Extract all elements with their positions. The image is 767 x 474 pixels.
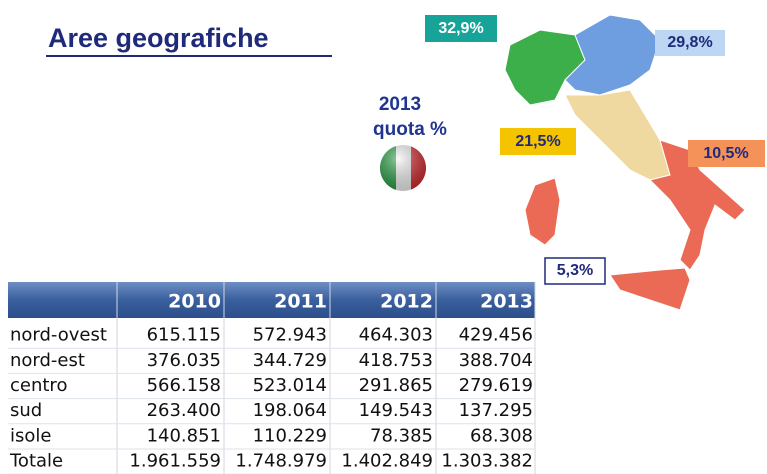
- region-sardegna: [524, 177, 561, 246]
- cell: 198.064: [253, 400, 327, 421]
- row-label: sud: [10, 400, 42, 421]
- table-header: [8, 282, 535, 318]
- cell: 429.456: [459, 325, 533, 346]
- label-box: [688, 140, 765, 167]
- cell: 615.115: [147, 325, 221, 346]
- cell: 68.308: [470, 425, 533, 446]
- cell: 279.619: [459, 375, 533, 396]
- cell: 291.865: [359, 375, 433, 396]
- column-header: 2011: [274, 291, 327, 313]
- map-label: 5,3%: [557, 262, 593, 279]
- cell: 418.753: [359, 350, 433, 371]
- subtitle-label: quota %: [373, 119, 447, 140]
- cell: 572.943: [253, 325, 327, 346]
- cell: 110.229: [253, 425, 327, 446]
- cell: 1.402.849: [341, 451, 433, 472]
- cell: 566.158: [147, 375, 221, 396]
- map-labels: 32,9% 29,8% 21,5% 10,5% 5,3%: [425, 15, 765, 285]
- map-label: 21,5%: [515, 133, 560, 150]
- region-sicilia: [609, 267, 691, 311]
- cell: 464.303: [359, 325, 433, 346]
- subtitle-year: 2013: [379, 94, 421, 115]
- cell: 523.014: [253, 375, 327, 396]
- cell: 376.035: [147, 350, 221, 371]
- italian-flag: [380, 145, 426, 191]
- row-label: nord-ovest: [10, 325, 107, 346]
- cell: 1.961.559: [129, 451, 221, 472]
- cell: 1.303.382: [441, 451, 533, 472]
- region-sud: [649, 139, 746, 271]
- cell: 263.400: [147, 400, 221, 421]
- region-nord-ovest: [504, 29, 586, 106]
- label-box: [425, 15, 497, 42]
- row-label: isole: [10, 425, 51, 446]
- row-label: Totale: [9, 451, 63, 472]
- cell: 1.748.979: [235, 451, 327, 472]
- cell: 149.543: [359, 400, 433, 421]
- cell: 344.729: [253, 350, 327, 371]
- title: Aree geografiche: [48, 23, 269, 53]
- map-label: 32,9%: [438, 20, 483, 37]
- map-label: 29,8%: [667, 34, 712, 51]
- data-table: 2010 2011 2012 2013 nord-ovest 615.115 572.943…: [8, 282, 536, 474]
- column-header: 2013: [480, 291, 533, 313]
- label-box: [544, 257, 606, 285]
- map-label: 10,5%: [703, 145, 748, 162]
- column-header: 2010: [168, 291, 221, 313]
- cell: 388.704: [459, 350, 533, 371]
- row-label: nord-est: [10, 350, 85, 371]
- column-header: 2012: [380, 291, 433, 313]
- italy-map: [504, 14, 746, 311]
- region-centro: [564, 89, 671, 181]
- cell: 137.295: [459, 400, 533, 421]
- label-box: [655, 30, 725, 56]
- region-nord-est: [564, 14, 661, 96]
- row-label: centro: [10, 375, 67, 396]
- cell: 140.851: [147, 425, 221, 446]
- cell: 78.385: [370, 425, 433, 446]
- label-box: [500, 128, 576, 155]
